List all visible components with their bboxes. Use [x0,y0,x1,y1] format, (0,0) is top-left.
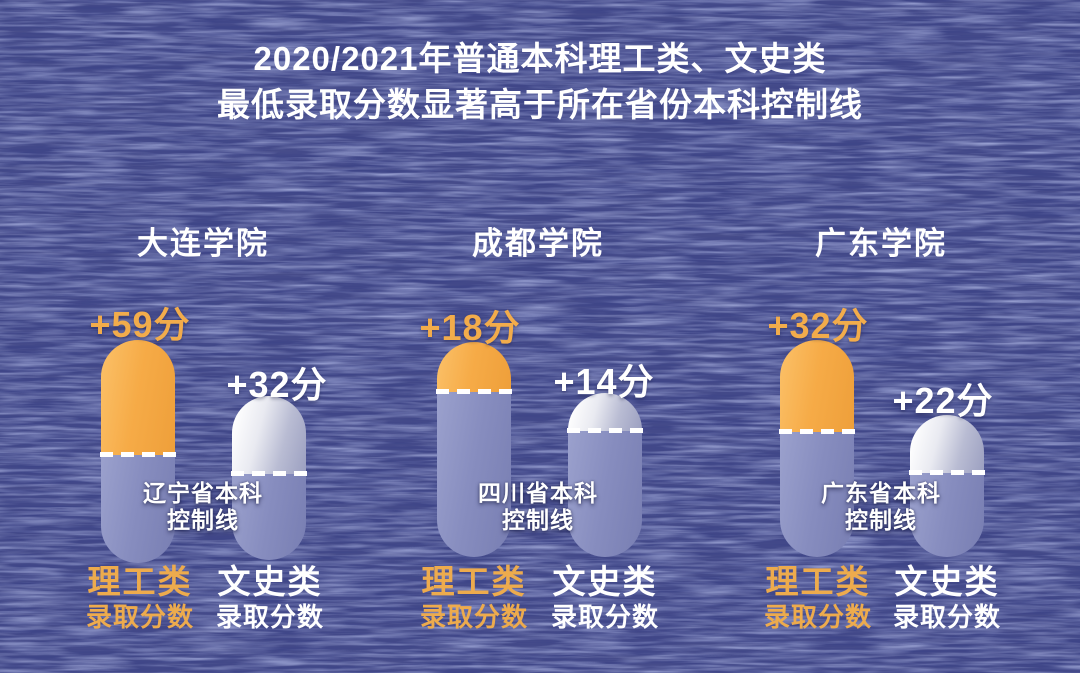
province-line2: 控制线 [502,507,574,533]
control-line-dash [436,389,513,394]
science-delta-dalian: +59分 [89,304,191,345]
chart-title-line1: 2020/2021年普通本科理工类、文史类 [253,40,827,77]
category-subname: 录取分数 [419,602,528,632]
province-line2: 控制线 [167,507,239,533]
category-subname: 录取分数 [550,602,659,632]
arts-below-line-segment [910,473,984,557]
science-delta-chengdu: +18分 [419,307,521,348]
arts-category-label-chengdu: 文史类 录取分数 [525,563,685,633]
category-subname: 录取分数 [892,602,1001,632]
arts-below-line-segment [568,431,642,557]
science-category-label-guangdong: 理工类 录取分数 [738,563,898,633]
science-below-line-segment [101,455,175,563]
arts-capsule-dalian [231,396,308,560]
control-line-dash [909,470,986,475]
arts-capsule-guangdong [909,415,986,557]
college-name-chengdu: 成都学院 [472,226,604,261]
control-line-dash [100,452,177,457]
province-line1: 广东省本科 [821,480,941,506]
province-control-line-label-sichuan: 四川省本科 控制线 [418,480,658,534]
arts-above-line-segment [232,396,306,474]
arts-category-label-dalian: 文史类 录取分数 [190,563,350,633]
arts-above-line-segment [910,415,984,473]
category-subname: 录取分数 [763,602,872,632]
category-name: 理工类 [421,563,527,600]
science-below-line-segment [437,392,511,557]
science-above-line-segment [101,340,175,455]
science-capsule-dalian [100,340,177,563]
arts-delta-chengdu: +14分 [553,361,655,402]
arts-delta-dalian: +32分 [226,364,328,405]
control-line-dash [567,428,644,433]
category-name: 文史类 [217,563,323,600]
province-line2: 控制线 [845,507,917,533]
science-category-label-chengdu: 理工类 录取分数 [394,563,554,633]
category-subname: 录取分数 [215,602,324,632]
arts-capsule-chengdu [567,393,644,557]
province-line1: 四川省本科 [478,480,598,506]
category-name: 文史类 [894,563,1000,600]
arts-delta-guangdong: +22分 [892,380,994,421]
chart-title-line2: 最低录取分数显著高于所在省份本科控制线 [217,86,863,123]
province-line1: 辽宁省本科 [143,480,263,506]
control-line-dash [779,429,856,434]
province-control-line-label-liaoning: 辽宁省本科 控制线 [83,480,323,534]
college-name-dalian: 大连学院 [137,226,269,261]
science-below-line-segment [780,432,854,557]
arts-below-line-segment [232,474,306,560]
category-name: 理工类 [87,563,193,600]
college-name-guangdong: 广东学院 [815,226,947,261]
science-delta-guangdong: +32分 [767,305,869,346]
chart-title: 2020/2021年普通本科理工类、文史类 最低录取分数显著高于所在省份本科控制… [0,36,1080,128]
science-above-line-segment [780,340,854,432]
arts-category-label-guangdong: 文史类 录取分数 [867,563,1027,633]
category-name: 文史类 [552,563,658,600]
category-subname: 录取分数 [85,602,194,632]
science-category-label-dalian: 理工类 录取分数 [60,563,220,633]
control-line-dash [231,471,308,476]
province-control-line-label-guangdong: 广东省本科 控制线 [761,480,1001,534]
category-name: 理工类 [765,563,871,600]
science-capsule-chengdu [436,342,513,557]
science-capsule-guangdong [779,340,856,557]
